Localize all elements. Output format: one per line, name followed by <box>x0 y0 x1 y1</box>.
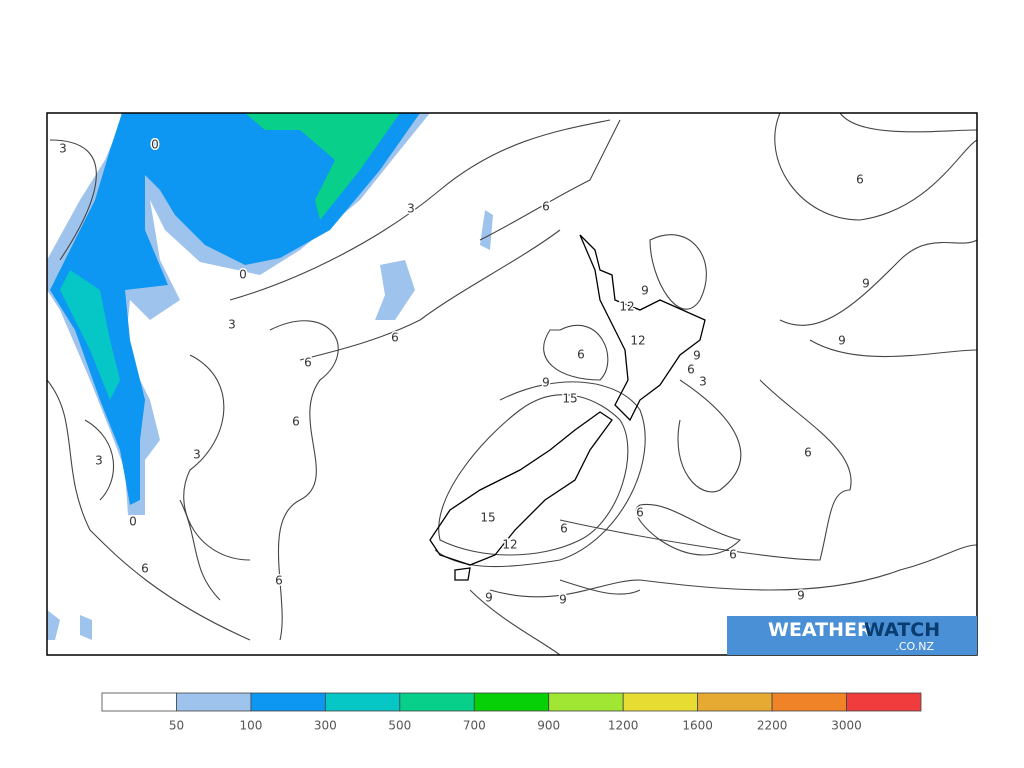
logo-box <box>727 616 977 655</box>
contour-label: 6 <box>636 506 644 520</box>
contour-label: 6 <box>391 331 399 345</box>
contour-label: 6 <box>687 363 695 377</box>
colorbar-swatch <box>399 692 475 712</box>
colorbar-swatch <box>622 692 699 712</box>
colorbar-tick-label: 1200 <box>608 719 639 733</box>
contour-label: 9 <box>862 277 870 291</box>
logo-text-b: WATCH <box>864 619 940 641</box>
colorbar-tick-label: 3000 <box>831 719 862 733</box>
colorbar-swatch <box>697 692 773 712</box>
precip-patch <box>375 260 415 320</box>
contour-label: 6 <box>729 548 737 562</box>
contour-label: 6 <box>542 200 550 214</box>
colorbar: 50 100 300 500 700 900 1200 1600 2200 3000 <box>101 692 922 733</box>
contour-label: 0 <box>239 268 247 282</box>
logo: WEATHER WATCH .CO.NZ <box>727 616 977 655</box>
colorbar-tick-label: 300 <box>314 719 337 733</box>
contour-label: 9 <box>559 593 567 607</box>
precip-moderate <box>50 113 420 505</box>
contour-label: 12 <box>630 334 645 348</box>
contour-label: 3 <box>59 142 67 156</box>
colorbar-tick-label: 100 <box>239 719 262 733</box>
colorbar-tick-label: 50 <box>169 719 184 733</box>
precip-fields <box>47 113 977 655</box>
contour-label: 6 <box>292 415 300 429</box>
contour-label: 9 <box>797 589 805 603</box>
contour-label: 15 <box>480 511 495 525</box>
colorbar-swatch <box>771 692 847 712</box>
coastline-north-island <box>579 234 706 422</box>
contour-label: 3 <box>95 454 103 468</box>
colorbar-swatch <box>473 692 550 712</box>
precip-band <box>60 270 120 400</box>
contour-label: 6 <box>577 348 585 362</box>
contour-label: 3 <box>228 318 236 332</box>
precip-patch <box>47 610 92 640</box>
contour-label: 3 <box>407 202 415 216</box>
contour-label: 9 <box>485 591 493 605</box>
precip-patch <box>480 210 493 250</box>
logo-domain: .CO.NZ <box>895 640 934 653</box>
contour-label: 6 <box>141 562 149 576</box>
contour-label: 9 <box>542 376 550 390</box>
contour-label: 9 <box>641 284 649 298</box>
contour-label: 6 <box>804 446 812 460</box>
colorbar-tick-label: 500 <box>388 719 411 733</box>
contour-label: 6 <box>275 574 283 588</box>
contour-label: 9 <box>693 349 701 363</box>
colorbar-tick-label: 1600 <box>682 719 713 733</box>
colorbar-tick-label: 700 <box>463 719 486 733</box>
colorbar-tick-label: 900 <box>537 719 560 733</box>
colorbar-swatch <box>846 692 922 712</box>
contour-label: 15 <box>562 392 577 406</box>
coastline-south-island <box>429 411 613 581</box>
colorbar-tick-label: 2200 <box>757 719 788 733</box>
colorbar-swatch <box>324 692 401 712</box>
contour-label: 0 <box>151 138 159 152</box>
contour-label: 6 <box>560 522 568 536</box>
map-frame <box>46 112 978 656</box>
contour-label: 6 <box>856 173 864 187</box>
contour-label: 12 <box>502 538 517 552</box>
contour-label: 6 <box>304 356 312 370</box>
contour-label: 3 <box>193 448 201 462</box>
contour-label: 0 <box>129 515 137 529</box>
contour-lines <box>47 113 977 655</box>
colorbar-swatch <box>250 692 326 712</box>
colorbar-swatch <box>548 692 624 712</box>
contour-label: 3 <box>699 375 707 389</box>
colorbar-swatch <box>101 692 177 712</box>
logo-text-a: WEATHER <box>768 619 872 641</box>
contour-label: 12 <box>619 300 634 314</box>
precip-heavy <box>245 113 400 220</box>
contour-label: 9 <box>838 334 846 348</box>
colorbar-swatch <box>176 692 252 712</box>
